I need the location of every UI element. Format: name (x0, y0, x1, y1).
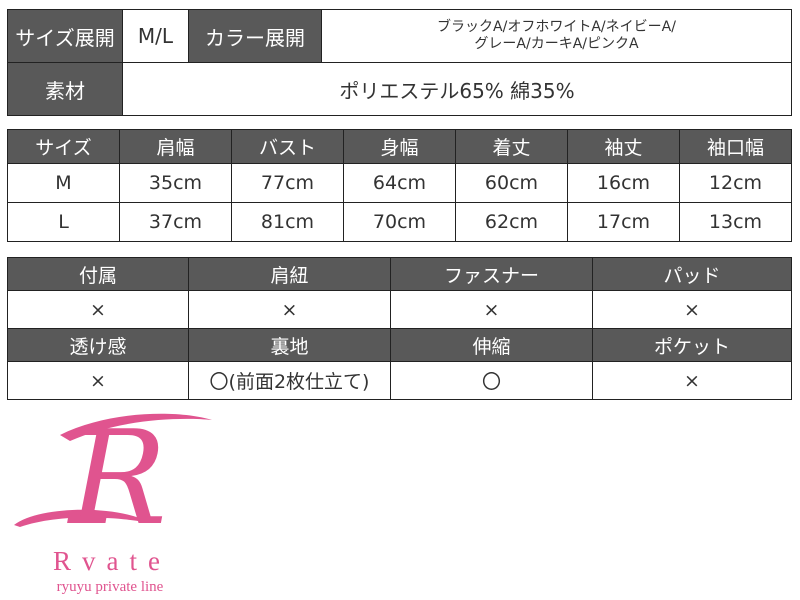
color-line-1: ブラックA/オフホワイトA/ネイビーA/ (437, 19, 676, 35)
size-table: サイズ 肩幅 バスト 身幅 着丈 袖丈 袖口幅 M 35cm 77cm 64cm… (7, 129, 792, 242)
header-cell: パッド (592, 257, 792, 291)
table-cell: 12cm (679, 163, 792, 203)
header-cell: 肩幅 (119, 129, 232, 164)
rvate-logo: R Rvate ryuyu private line (14, 405, 212, 595)
table-cell: × (390, 290, 593, 329)
spec-table: サイズ展開 M/L カラー展開 ブラックA/オフホワイトA/ネイビーA/グレーA… (7, 9, 792, 116)
material-value: ポリエステル65% 綿35% (122, 62, 792, 116)
table-cell: × (592, 361, 792, 400)
size-range-value: M/L (122, 9, 189, 63)
table-cell: 16cm (567, 163, 680, 203)
size-range-label: サイズ展開 (7, 9, 123, 63)
table-cell: 35cm (119, 163, 232, 203)
table-row: L 37cm 81cm 70cm 62cm 17cm 13cm (7, 202, 792, 242)
color-range-value: ブラックA/オフホワイトA/ネイビーA/グレーA/カーキA/ピンクA (321, 9, 792, 63)
color-range-label: カラー展開 (188, 9, 322, 63)
header-cell: 袖口幅 (679, 129, 792, 164)
table-cell: 〇(前面2枚仕立て) (188, 361, 391, 400)
table-cell: 64cm (343, 163, 456, 203)
table-cell: × (7, 290, 189, 329)
size-table-header: サイズ 肩幅 バスト 身幅 着丈 袖丈 袖口幅 (7, 129, 792, 164)
table-cell: 62cm (455, 202, 568, 242)
table-cell: 70cm (343, 202, 456, 242)
header-cell: 肩紐 (188, 257, 391, 291)
table-row: × 〇(前面2枚仕立て) 〇 × (7, 361, 792, 400)
header-cell: 裏地 (188, 328, 391, 362)
table-cell: 17cm (567, 202, 680, 242)
table-cell: × (592, 290, 792, 329)
header-cell: バスト (231, 129, 344, 164)
table-row: M 35cm 77cm 64cm 60cm 16cm 12cm (7, 163, 792, 203)
features-header: 透け感 裏地 伸縮 ポケット (7, 328, 792, 362)
logo-swash-top (60, 413, 212, 441)
table-cell: × (7, 361, 189, 400)
table-cell: L (7, 202, 120, 242)
table-cell: 60cm (455, 163, 568, 203)
header-cell: 透け感 (7, 328, 189, 362)
logo-brand: Rvate (53, 546, 171, 576)
header-cell: 袖丈 (567, 129, 680, 164)
header-cell: 付属 (7, 257, 189, 291)
table-cell: 77cm (231, 163, 344, 203)
table-cell: 37cm (119, 202, 232, 242)
logo-tagline: ryuyu private line (57, 579, 164, 595)
table-cell: 13cm (679, 202, 792, 242)
header-cell: ファスナー (390, 257, 593, 291)
table-row: × × × × (7, 290, 792, 329)
table-cell: 〇 (390, 361, 593, 400)
features-header: 付属 肩紐 ファスナー パッド (7, 257, 792, 291)
table-cell: 81cm (231, 202, 344, 242)
table-cell: × (188, 290, 391, 329)
header-cell: サイズ (7, 129, 120, 164)
table-cell: M (7, 163, 120, 203)
features-table: 付属 肩紐 ファスナー パッド × × × × 透け感 裏地 伸縮 ポケット ×… (7, 257, 792, 400)
color-line-2: グレーA/カーキA/ピンクA (474, 36, 639, 52)
header-cell: 伸縮 (390, 328, 593, 362)
header-cell: 着丈 (455, 129, 568, 164)
material-label: 素材 (7, 62, 123, 116)
header-cell: 身幅 (343, 129, 456, 164)
logo-monogram: R (67, 405, 167, 554)
logo-swash (14, 509, 150, 527)
header-cell: ポケット (592, 328, 792, 362)
